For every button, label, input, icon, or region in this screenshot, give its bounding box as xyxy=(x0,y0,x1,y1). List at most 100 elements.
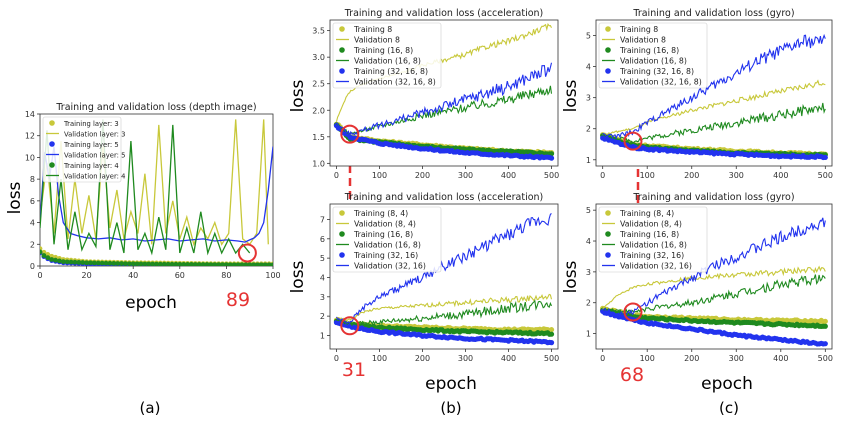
y-tick-label: 7 xyxy=(320,215,325,224)
legend-label: Validation layer: 3 xyxy=(64,130,125,138)
train-point xyxy=(64,259,70,265)
highlight-circle xyxy=(623,131,643,151)
plot-area xyxy=(333,22,555,161)
subfigure-label-a: (a) xyxy=(140,399,161,417)
train-point xyxy=(154,261,159,266)
legend-label: Validation (32, 16) xyxy=(354,261,426,270)
legend-label: Training layer: 5 xyxy=(63,141,119,149)
x-tick-label: 0 xyxy=(37,271,42,280)
y-tick-label: 1.0 xyxy=(312,159,325,168)
legend-marker xyxy=(605,47,611,53)
train-point xyxy=(103,260,109,266)
x-tick-label: 60 xyxy=(175,271,185,280)
x-tick-label: 500 xyxy=(818,171,833,180)
series-validation-32-16-8- xyxy=(336,62,553,138)
legend-label: Validation (16, 8) xyxy=(354,56,421,65)
train-point xyxy=(231,262,237,266)
legend-marker xyxy=(605,26,611,32)
train-point xyxy=(251,262,256,266)
x-tick-label: 400 xyxy=(501,354,516,363)
train-point xyxy=(138,261,144,266)
train-point xyxy=(243,262,249,266)
train-point xyxy=(53,257,58,263)
chart-title: Training and validation loss (accelerati… xyxy=(344,8,544,19)
train-point xyxy=(548,155,555,161)
y-tick-label: 2.5 xyxy=(312,80,325,89)
legend-label: Training layer: 4 xyxy=(63,162,119,170)
legend-label: Training (8, 4) xyxy=(619,209,674,218)
x-tick-label: 500 xyxy=(818,354,833,363)
legend-label: Validation 8 xyxy=(620,35,666,44)
legend: Training (8, 4)Validation (8, 4) Training… xyxy=(332,206,442,273)
legend-label: Training (32, 16) xyxy=(353,251,418,260)
train-point xyxy=(239,262,245,266)
plot-area xyxy=(40,119,273,266)
legend-label: Training (32, 16, 8) xyxy=(619,67,694,76)
legend-label: Validation (32, 16) xyxy=(620,261,692,270)
train-point xyxy=(227,262,233,266)
train-point xyxy=(161,261,167,266)
series-validation-32-16- xyxy=(336,213,552,325)
x-tick-label: 80 xyxy=(221,271,231,280)
legend: Training (8, 4)Validation (8, 4) Training… xyxy=(598,206,708,273)
x-tick-label: 300 xyxy=(729,354,744,363)
legend-label: Training (32, 16) xyxy=(619,251,684,260)
train-point xyxy=(177,261,183,266)
chart-c-top: Training and validation loss (gyro) 0 100 2… xyxy=(586,8,833,180)
y-tick-label: 1 xyxy=(320,331,325,340)
chart-title: Training and validation loss (gyro) xyxy=(632,192,794,203)
legend-label: Validation layer: 5 xyxy=(64,151,125,159)
chart-c-bottom: Training and validation loss (gyro) 0 100 2… xyxy=(586,192,833,363)
train-point xyxy=(80,260,86,265)
x-tick-label: 0 xyxy=(334,354,339,363)
train-point xyxy=(270,262,273,266)
legend-marker xyxy=(605,210,611,216)
legend-box xyxy=(598,22,708,89)
train-point xyxy=(196,262,202,266)
train-point xyxy=(189,262,194,266)
train-point xyxy=(76,259,82,265)
y-tick-label: 2 xyxy=(586,299,591,308)
legend-box xyxy=(42,116,122,183)
panel-a-xlabel: epoch xyxy=(125,293,177,313)
train-point xyxy=(49,257,55,262)
train-point xyxy=(91,260,97,266)
y-tick-label: 3 xyxy=(586,268,591,277)
highlight-circle xyxy=(623,302,643,322)
panel-c-top-ylabel: loss xyxy=(561,79,581,112)
legend-label: Validation (8, 4) xyxy=(620,219,682,228)
y-tick-label: 3.0 xyxy=(312,53,325,62)
y-tick-label: 12 xyxy=(25,132,35,141)
y-tick-label: 3.5 xyxy=(312,27,325,36)
legend-marker xyxy=(339,47,345,53)
x-tick-label: 200 xyxy=(684,354,699,363)
y-tick-label: 0 xyxy=(30,262,35,271)
x-tick-label: 200 xyxy=(415,354,430,363)
train-point xyxy=(235,262,241,266)
chart-title: Training and validation loss (depth imag… xyxy=(55,102,256,113)
train-point xyxy=(822,341,828,347)
legend-marker xyxy=(49,162,55,168)
x-tick-label: 100 xyxy=(372,171,387,180)
annotation-epoch-31: 31 xyxy=(342,359,366,381)
legend-label: Training (8, 4) xyxy=(353,209,408,218)
train-point xyxy=(119,261,124,266)
train-point xyxy=(84,260,89,266)
x-tick-label: 500 xyxy=(544,171,559,180)
y-tick-label: 6 xyxy=(320,235,325,244)
train-point xyxy=(822,318,828,324)
legend-marker xyxy=(339,231,345,237)
x-tick-label: 500 xyxy=(544,354,559,363)
legend-label: Training layer: 3 xyxy=(63,120,119,128)
panel-a-ylabel: loss xyxy=(5,181,25,214)
legend-label: Training (16, 8) xyxy=(353,230,413,239)
train-point xyxy=(142,261,148,266)
train-point xyxy=(115,261,121,266)
legend-marker xyxy=(49,141,55,147)
train-point xyxy=(107,260,113,266)
annotation-epoch-68: 68 xyxy=(620,364,644,386)
train-point xyxy=(247,262,253,266)
train-point xyxy=(822,154,828,161)
legend-box xyxy=(332,22,442,89)
x-tick-label: 0 xyxy=(600,171,605,180)
